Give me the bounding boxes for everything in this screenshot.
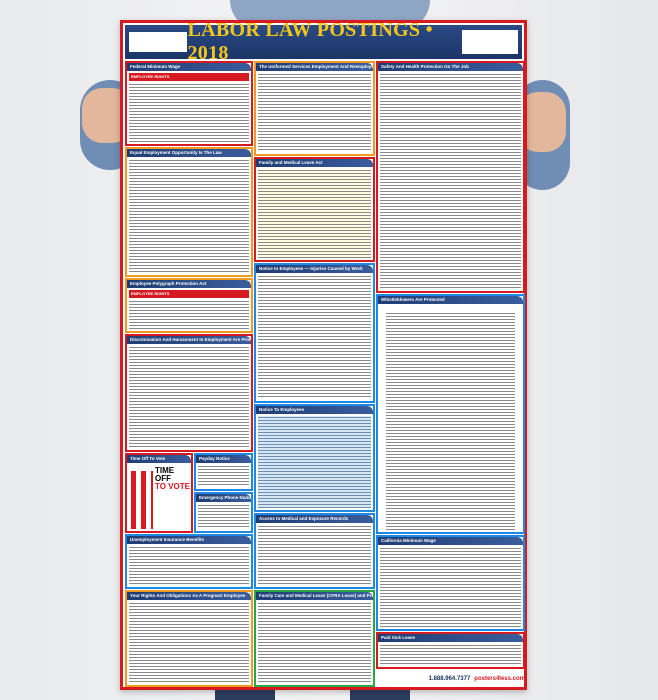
panel-discrimination: Discrimination And Harassment In Employm… [125,334,253,452]
panel-heading: Payday Notice [196,455,251,463]
panel-heading: Notice To Employees [256,406,373,414]
footer-brand-logo: posters4less.com [474,676,525,682]
panel-heading: Notice to Employees — Injuries Caused by… [256,265,373,273]
labor-law-poster: LABOR LAW POSTINGS • 2018 Federal Minimu… [120,19,527,690]
panel-heading: Equal Employment Opportunity Is The Law [127,149,251,157]
footer-phone: 1.888.964.7377 [428,676,471,682]
ballot-box-icon [131,471,153,529]
panel-heading: Emergency Phone Numbers [196,494,251,502]
panel-heading: The Uniformed Services Employment And Re… [256,63,373,71]
panel-subheading: EMPLOYEE RIGHTS [129,73,249,81]
poster-footer: 1.888.964.7377 posters4less.com [375,671,525,687]
panel-time-off-to-vote: Time Off To Vote TIME OFF TO VOTE [125,453,193,533]
panel-pregnant-employee: Your Rights And Obligations As A Pregnan… [125,590,253,687]
panel-heading: Unemployment Insurance Benefits [127,536,251,544]
vote-title-1: TIME OFF [155,466,175,483]
left-leg [215,690,275,700]
panel-heading: California Minimum Wage [378,537,523,545]
panel-paid-sick-leave: Paid Sick Leave [376,632,525,669]
panel-heading: Safety And Health Protection On The Job [378,63,523,71]
panel-heading: Federal Minimum Wage [127,63,251,71]
poster-title: LABOR LAW POSTINGS • 2018 [187,19,433,64]
panel-injuries-notice: Notice to Employees — Injuries Caused by… [254,263,375,403]
panel-notice-to-employees: Notice To Employees [254,404,375,512]
panel-heading: Access to Medical and Exposure Records [256,515,373,523]
poster-banner: LABOR LAW POSTINGS • 2018 [125,19,522,64]
legend-box [461,30,518,54]
panel-emergency-numbers: Emergency Phone Numbers [194,492,253,533]
panel-heading: Your Rights And Obligations As A Pregnan… [127,592,251,600]
panel-federal-minimum-wage: Federal Minimum Wage EMPLOYEE RIGHTS [125,61,253,146]
panel-userra: The Uniformed Services Employment And Re… [254,61,375,156]
panel-subheading: EMPLOYEE RIGHTS [129,290,249,298]
panel-safety-health: Safety And Health Protection On The Job [376,61,525,293]
panel-heading: Time Off To Vote [127,455,191,463]
panel-payday-notice: Payday Notice [194,453,253,491]
panel-heading: Family and Medical Leave Act [256,159,373,167]
panel-heading: Paid Sick Leave [378,634,523,642]
panel-heading: Family Care and Medical Leave (CFRA Leav… [256,592,373,600]
panel-heading: Whistleblowers Are Protected [378,296,523,304]
panel-ca-minimum-wage: California Minimum Wage [376,535,525,631]
panel-medical-records: Access to Medical and Exposure Records [254,513,375,589]
qr-code-icon [129,32,188,52]
panel-heading: Discrimination And Harassment In Employm… [127,336,251,344]
vote-title-2: TO VOTE [155,482,190,491]
panel-unemployment: Unemployment Insurance Benefits [125,534,253,589]
right-leg [350,690,410,700]
panel-polygraph: Employee Polygraph Protection Act EMPLOY… [125,278,253,333]
panel-cfra: Family Care and Medical Leave (CFRA Leav… [254,590,375,687]
panel-heading: Employee Polygraph Protection Act [127,280,251,288]
panel-eeo: Equal Employment Opportunity Is The Law [125,147,253,277]
panel-whistleblowers: Whistleblowers Are Protected [376,294,525,534]
panel-fmla: Family and Medical Leave Act [254,157,375,262]
